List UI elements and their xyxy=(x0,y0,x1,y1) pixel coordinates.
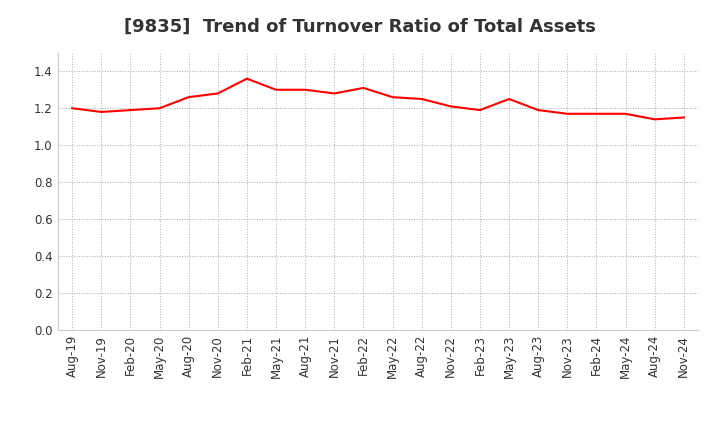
Text: [9835]  Trend of Turnover Ratio of Total Assets: [9835] Trend of Turnover Ratio of Total … xyxy=(124,18,596,36)
